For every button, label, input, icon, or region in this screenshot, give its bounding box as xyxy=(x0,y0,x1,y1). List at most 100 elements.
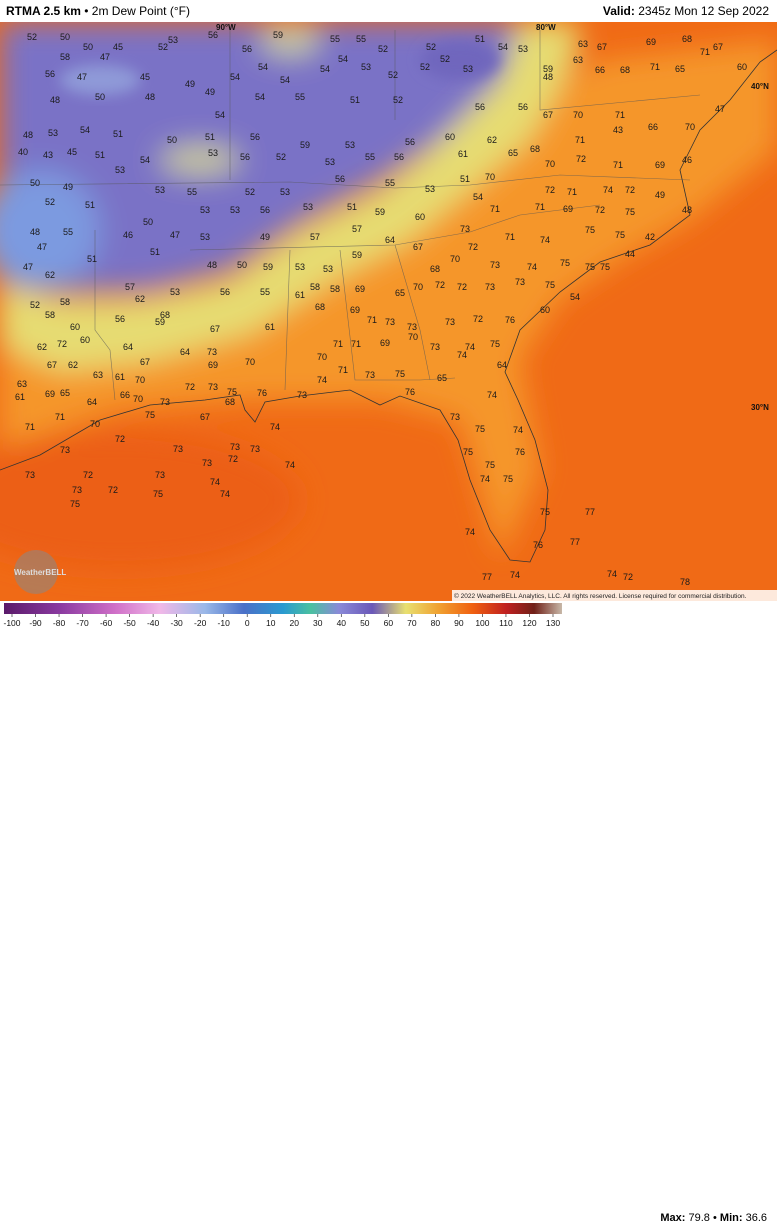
station-value: 73 xyxy=(385,317,395,327)
colorbar-label: 100 xyxy=(475,618,489,628)
colorbar-label: 20 xyxy=(290,618,300,628)
station-value: 50 xyxy=(237,260,247,270)
station-value: 69 xyxy=(380,338,390,348)
station-value: 73 xyxy=(490,260,500,270)
station-value: 61 xyxy=(115,372,125,382)
station-value: 74 xyxy=(510,570,520,580)
station-value: 42 xyxy=(645,232,655,242)
station-value: 72 xyxy=(108,485,118,495)
station-value: 52 xyxy=(426,42,436,52)
station-value: 52 xyxy=(388,70,398,80)
station-value: 48 xyxy=(207,260,217,270)
station-value: 67 xyxy=(543,110,553,120)
station-value: 75 xyxy=(227,387,237,397)
station-value: 73 xyxy=(72,485,82,495)
station-value: 71 xyxy=(333,339,343,349)
station-value: 73 xyxy=(155,470,165,480)
station-value: 53 xyxy=(295,262,305,272)
station-value: 71 xyxy=(535,202,545,212)
station-value: 52 xyxy=(420,62,430,72)
colorbar-label: -40 xyxy=(147,618,160,628)
station-value: 73 xyxy=(485,282,495,292)
station-value: 67 xyxy=(200,412,210,422)
station-value: 54 xyxy=(80,125,90,135)
station-value: 74 xyxy=(270,422,280,432)
station-value: 73 xyxy=(460,224,470,234)
copyright: © 2022 WeatherBELL Analytics, LLC. All r… xyxy=(454,592,747,600)
field: 2m Dew Point (°F) xyxy=(91,4,190,18)
station-value: 67 xyxy=(713,42,723,52)
station-value: 72 xyxy=(595,205,605,215)
station-value: 44 xyxy=(625,249,635,259)
station-value: 72 xyxy=(115,434,125,444)
station-value: 47 xyxy=(77,72,87,82)
station-value: 70 xyxy=(408,332,418,342)
station-value: 63 xyxy=(573,55,583,65)
station-value: 68 xyxy=(160,310,170,320)
station-value: 60 xyxy=(415,212,425,222)
colorbar-label: 90 xyxy=(454,618,464,628)
station-value: 56 xyxy=(220,287,230,297)
station-value: 53 xyxy=(200,232,210,242)
station-value: 75 xyxy=(490,339,500,349)
graticule-labels: 90°W 80°W 40°N 30°N xyxy=(216,23,769,412)
station-value: 63 xyxy=(17,379,27,389)
station-value: 47 xyxy=(23,262,33,272)
station-value: 54 xyxy=(498,42,508,52)
station-value: 75 xyxy=(625,207,635,217)
station-value: 71 xyxy=(613,160,623,170)
station-value: 53 xyxy=(208,148,218,158)
station-value: 52 xyxy=(27,32,37,42)
colorbar-label: 50 xyxy=(360,618,370,628)
station-value: 64 xyxy=(123,342,133,352)
page: RTMA 2.5 km • 2m Dew Point (°F) Valid: 2… xyxy=(0,4,777,1224)
valid-time: 2345z Mon 12 Sep 2022 xyxy=(638,4,769,18)
station-value: 52 xyxy=(30,300,40,310)
station-value: 74 xyxy=(317,375,327,385)
station-value: 43 xyxy=(43,150,53,160)
station-value: 72 xyxy=(576,154,586,164)
station-value: 74 xyxy=(465,527,475,537)
colorbar-label: 10 xyxy=(266,618,276,628)
colorbar-label: -60 xyxy=(100,618,113,628)
station-value: 67 xyxy=(210,324,220,334)
station-value: 76 xyxy=(515,447,525,457)
station-value: 56 xyxy=(335,174,345,184)
station-value: 53 xyxy=(230,205,240,215)
station-value: 53 xyxy=(48,128,58,138)
station-value: 53 xyxy=(155,185,165,195)
station-value: 68 xyxy=(430,264,440,274)
station-value: 72 xyxy=(545,185,555,195)
station-value: 59 xyxy=(543,64,553,74)
colorbar-label: 70 xyxy=(407,618,417,628)
station-value: 56 xyxy=(394,152,404,162)
station-value: 75 xyxy=(545,280,555,290)
station-value: 52 xyxy=(440,54,450,64)
station-value: 71 xyxy=(567,187,577,197)
station-value: 40 xyxy=(18,147,28,157)
station-value: 53 xyxy=(425,184,435,194)
station-value: 51 xyxy=(150,247,160,257)
lon-label: 90°W xyxy=(216,23,236,32)
station-value: 71 xyxy=(351,339,361,349)
station-value: 74 xyxy=(487,390,497,400)
station-value: 71 xyxy=(55,412,65,422)
station-value: 64 xyxy=(87,397,97,407)
station-value: 69 xyxy=(350,305,360,315)
station-value: 73 xyxy=(250,444,260,454)
station-value: 65 xyxy=(395,288,405,298)
colorbar-label: -10 xyxy=(218,618,231,628)
station-value: 58 xyxy=(330,284,340,294)
station-value: 74 xyxy=(513,425,523,435)
station-value: 73 xyxy=(202,458,212,468)
station-value: 58 xyxy=(60,297,70,307)
station-value: 75 xyxy=(615,230,625,240)
colorbar-label: 40 xyxy=(337,618,347,628)
lon-label: 80°W xyxy=(536,23,556,32)
station-value: 68 xyxy=(620,65,630,75)
station-value: 76 xyxy=(533,540,543,550)
station-value: 64 xyxy=(497,360,507,370)
station-value: 70 xyxy=(545,159,555,169)
station-value: 65 xyxy=(60,388,70,398)
